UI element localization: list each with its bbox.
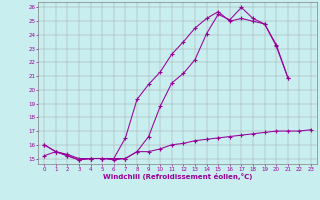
X-axis label: Windchill (Refroidissement éolien,°C): Windchill (Refroidissement éolien,°C): [103, 173, 252, 180]
